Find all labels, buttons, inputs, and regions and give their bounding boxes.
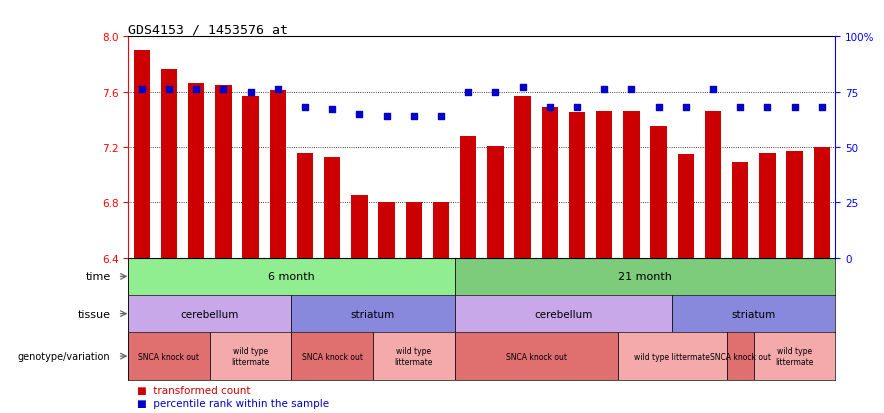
Point — [189, 87, 203, 93]
Text: cerebellum: cerebellum — [534, 309, 592, 319]
Bar — [514, 97, 530, 258]
Text: wild type
littermate: wild type littermate — [394, 347, 433, 366]
Text: ■  transformed count: ■ transformed count — [137, 385, 250, 395]
Text: ■  percentile rank within the sample: ■ percentile rank within the sample — [137, 398, 329, 408]
Bar — [460, 137, 476, 258]
Text: genotype/variation: genotype/variation — [18, 351, 110, 361]
Bar — [292, 332, 373, 380]
Point — [788, 104, 802, 111]
Bar — [727, 332, 754, 380]
Bar — [596, 112, 613, 258]
Bar — [133, 51, 150, 258]
Text: time: time — [85, 272, 110, 282]
Bar — [813, 148, 830, 258]
Point — [434, 114, 448, 120]
Point — [597, 87, 611, 93]
Point — [488, 89, 502, 96]
Point — [652, 104, 666, 111]
Text: 21 month: 21 month — [618, 272, 672, 282]
Point — [461, 89, 476, 96]
Bar — [351, 196, 368, 258]
Bar — [487, 146, 504, 258]
Point — [515, 85, 530, 91]
Text: wild type
littermate: wild type littermate — [775, 347, 814, 366]
Bar — [406, 203, 422, 258]
Bar — [128, 332, 210, 380]
Text: SNCA knock out: SNCA knock out — [710, 352, 771, 361]
Bar — [454, 332, 618, 380]
Bar — [128, 295, 292, 332]
Bar — [324, 157, 340, 258]
Point — [162, 87, 176, 93]
Text: striatum: striatum — [351, 309, 395, 319]
Bar — [542, 108, 558, 258]
Bar — [754, 332, 835, 380]
Bar — [454, 258, 835, 295]
Point — [624, 87, 638, 93]
Point — [271, 87, 285, 93]
Point — [407, 114, 421, 120]
Bar — [215, 85, 232, 258]
Bar — [161, 70, 177, 258]
Text: 6 month: 6 month — [268, 272, 315, 282]
Point — [243, 89, 257, 96]
Point — [298, 104, 312, 111]
Point — [325, 107, 339, 114]
Bar — [210, 332, 292, 380]
Point — [353, 111, 367, 118]
Text: SNCA knock out: SNCA knock out — [139, 352, 200, 361]
Bar — [732, 163, 749, 258]
Bar — [373, 332, 454, 380]
Text: SNCA knock out: SNCA knock out — [301, 352, 362, 361]
Point — [543, 104, 557, 111]
Bar — [787, 152, 803, 258]
Bar — [242, 97, 259, 258]
Text: cerebellum: cerebellum — [180, 309, 239, 319]
Bar — [297, 153, 313, 258]
Bar — [672, 295, 835, 332]
Bar — [378, 203, 395, 258]
Bar — [270, 91, 286, 258]
Bar — [705, 112, 721, 258]
Point — [815, 104, 829, 111]
Point — [760, 104, 774, 111]
Point — [379, 114, 393, 120]
Text: striatum: striatum — [732, 309, 776, 319]
Bar — [568, 113, 585, 258]
Text: GDS4153 / 1453576_at: GDS4153 / 1453576_at — [128, 23, 288, 36]
Bar — [623, 112, 639, 258]
Text: wild type littermate: wild type littermate — [634, 352, 710, 361]
Bar — [651, 127, 667, 258]
Point — [570, 104, 584, 111]
Bar — [678, 154, 694, 258]
Text: wild type
littermate: wild type littermate — [232, 347, 270, 366]
Point — [217, 87, 231, 93]
Bar — [759, 153, 775, 258]
Text: tissue: tissue — [78, 309, 110, 319]
Bar — [128, 258, 454, 295]
Point — [134, 87, 149, 93]
Bar — [188, 84, 204, 258]
Bar — [433, 203, 449, 258]
Bar — [618, 332, 727, 380]
Point — [706, 87, 720, 93]
Bar — [292, 295, 454, 332]
Text: SNCA knock out: SNCA knock out — [506, 352, 567, 361]
Point — [733, 104, 747, 111]
Bar — [454, 295, 672, 332]
Point — [679, 104, 693, 111]
